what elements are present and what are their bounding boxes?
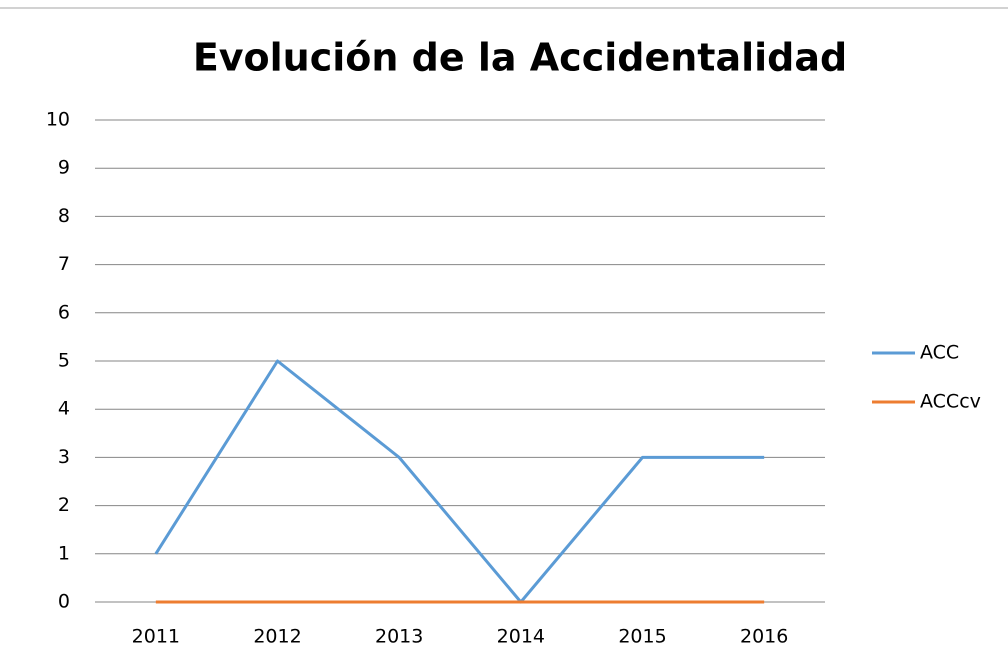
legend-label: ACC xyxy=(920,342,959,364)
x-tick-label: 2011 xyxy=(132,626,180,648)
chart-title: Evolución de la Accidentalidad xyxy=(193,36,847,80)
series-line xyxy=(154,359,765,604)
x-tick-label: 2012 xyxy=(253,626,301,648)
x-tick-label: 2015 xyxy=(618,626,666,648)
y-tick-label: 4 xyxy=(58,398,70,420)
y-tick-label: 1 xyxy=(58,542,70,564)
x-tick-label: 2013 xyxy=(375,626,423,648)
x-tick-label: 2016 xyxy=(740,626,788,648)
y-tick-label: 9 xyxy=(58,157,70,179)
y-tick-label: 8 xyxy=(58,205,70,227)
y-tick-label: 0 xyxy=(58,591,70,613)
y-tick-label: 7 xyxy=(58,253,70,275)
y-tick-label: 3 xyxy=(58,446,70,468)
y-tick-label: 5 xyxy=(58,350,70,372)
y-tick-label: 6 xyxy=(58,301,70,323)
y-tick-label: 2 xyxy=(58,494,70,516)
y-tick-label: 10 xyxy=(46,109,70,131)
x-tick-label: 2014 xyxy=(497,626,545,648)
legend-label: ACCcv xyxy=(920,391,981,413)
